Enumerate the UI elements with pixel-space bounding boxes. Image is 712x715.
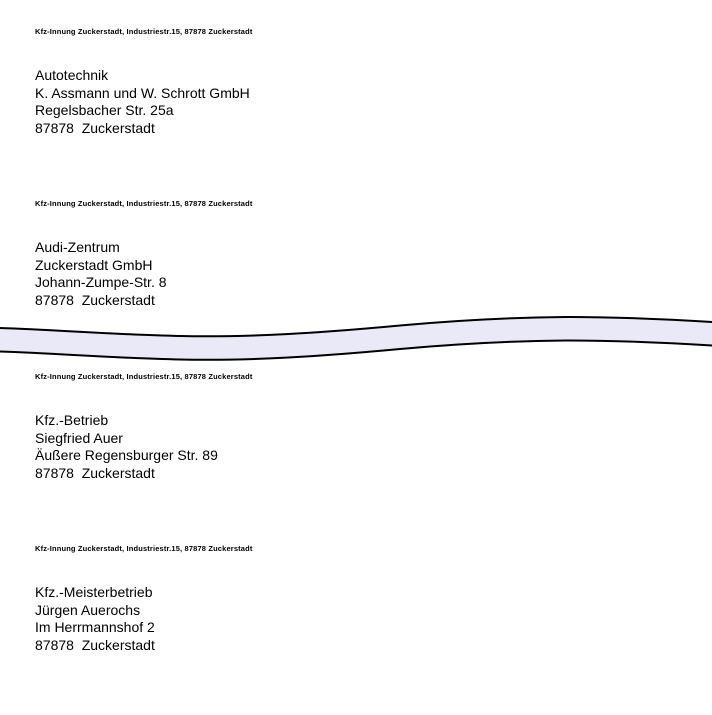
address-line-name: K. Assmann und W. Schrott GmbH xyxy=(35,84,250,101)
address-label-2: Kfz-Innung Zuckerstadt, Industriestr.15,… xyxy=(35,199,253,309)
address-line-company: Kfz.-Meisterbetrieb xyxy=(35,584,153,600)
address-line-city: 87878 Zuckerstadt xyxy=(35,464,155,481)
address-line-street: Johann-Zumpe-Str. 8 xyxy=(35,274,167,290)
address-label-1: Kfz-Innung Zuckerstadt, Industriestr.15,… xyxy=(35,27,253,137)
page-break-bottom-line xyxy=(0,339,712,361)
return-address-line: Kfz-Innung Zuckerstadt, Industriestr.15,… xyxy=(35,544,253,553)
address-line-company: Audi-Zentrum xyxy=(35,239,120,255)
address-line-street: Äußere Regensburger Str. 89 xyxy=(35,447,218,463)
address-line-street: Im Herrmannshof 2 xyxy=(35,619,155,635)
address-line-city: 87878 Zuckerstadt xyxy=(35,119,155,136)
page-break-band xyxy=(0,316,712,360)
address-line-street: Regelsbacher Str. 25a xyxy=(35,102,174,118)
return-address-line: Kfz-Innung Zuckerstadt, Industriestr.15,… xyxy=(35,27,253,36)
address-line-name: Jürgen Auerochs xyxy=(35,601,141,618)
recipient-address: Autotechnik K. Assmann und W. Schrott Gm… xyxy=(35,67,253,137)
address-line-name: Zuckerstadt GmbH xyxy=(35,256,153,273)
address-label-4: Kfz-Innung Zuckerstadt, Industriestr.15,… xyxy=(35,544,253,654)
recipient-address: Kfz.-Betrieb Siegfried Auer Äußere Regen… xyxy=(35,412,253,482)
return-address-line: Kfz-Innung Zuckerstadt, Industriestr.15,… xyxy=(35,372,253,381)
page-break-separator xyxy=(0,315,712,361)
address-line-company: Autotechnik xyxy=(35,67,109,83)
page-break-top-line xyxy=(0,315,712,338)
recipient-address: Kfz.-Meisterbetrieb Jürgen Auerochs Im H… xyxy=(35,584,253,654)
recipient-address: Audi-Zentrum Zuckerstadt GmbH Johann-Zum… xyxy=(35,239,253,309)
address-line-city: 87878 Zuckerstadt xyxy=(35,636,155,653)
address-line-name: Siegfried Auer xyxy=(35,429,123,446)
return-address-line: Kfz-Innung Zuckerstadt, Industriestr.15,… xyxy=(35,199,253,208)
address-label-3: Kfz-Innung Zuckerstadt, Industriestr.15,… xyxy=(35,372,253,482)
address-line-company: Kfz.-Betrieb xyxy=(35,412,109,428)
page-break-lines xyxy=(0,315,712,361)
address-line-city: 87878 Zuckerstadt xyxy=(35,291,155,308)
